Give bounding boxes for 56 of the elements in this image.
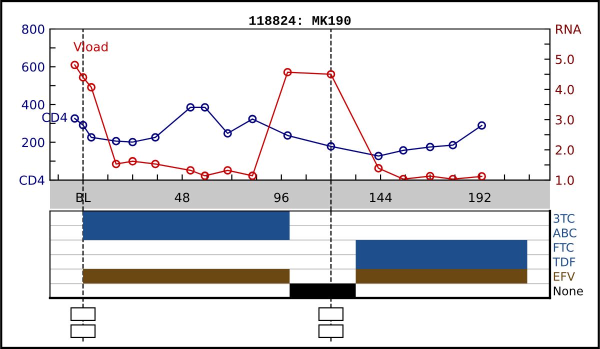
x-tick-label: BL — [76, 192, 91, 202]
y-tick-label: ABC — [552, 228, 576, 238]
x-tick-label: 48 — [174, 192, 190, 202]
point — [478, 172, 486, 180]
y-tick-label: CD4 — [20, 175, 44, 185]
point — [87, 133, 96, 142]
point — [478, 121, 486, 130]
point — [151, 133, 160, 142]
point — [283, 68, 292, 76]
point — [186, 166, 195, 175]
y-tick-label: None — [554, 286, 583, 296]
point — [70, 60, 80, 70]
point — [78, 73, 88, 82]
point — [374, 152, 383, 160]
x-tick-label: 96 — [274, 192, 289, 202]
y-tick-label: TDF — [552, 258, 576, 266]
point — [223, 129, 232, 138]
point — [283, 131, 292, 140]
point — [78, 120, 88, 130]
point — [87, 83, 96, 92]
y2-tick-label: 2.0 — [556, 145, 574, 155]
y-tick-label: FTC — [554, 242, 574, 252]
point — [112, 136, 120, 146]
x-tick-label: 192 — [469, 192, 490, 202]
point — [186, 103, 195, 112]
y-tick-label: EFV — [554, 272, 575, 281]
x-tick-label: 144 — [370, 192, 392, 202]
point — [223, 166, 232, 175]
y-tick-label: 200 — [22, 138, 44, 148]
point — [326, 70, 336, 79]
chart-title: 118824: MK190 — [249, 16, 351, 25]
point — [426, 172, 434, 180]
point — [128, 138, 137, 146]
point — [151, 160, 160, 168]
series-label: Vload — [73, 42, 108, 52]
y2-tick-label: RNA — [556, 24, 582, 34]
point — [248, 114, 257, 124]
point — [448, 140, 458, 150]
point — [200, 103, 210, 112]
point — [399, 146, 408, 155]
y2-tick-label: 3.0 — [556, 115, 574, 125]
y-tick-label: 3TC — [554, 214, 574, 223]
point — [248, 172, 257, 180]
y-tick-label: 600 — [22, 62, 44, 72]
y2-tick-label: 4.0 — [555, 84, 574, 94]
y-tick-label: 800 — [22, 24, 44, 34]
point — [70, 114, 80, 123]
point — [326, 142, 336, 151]
point — [374, 164, 383, 172]
point — [200, 172, 210, 180]
y-tick-label: 400 — [22, 100, 44, 110]
point — [112, 160, 120, 168]
y2-tick-label: 5.0 — [556, 54, 574, 64]
point — [128, 157, 137, 166]
y2-tick-label: 1.0 — [556, 175, 574, 185]
point — [426, 142, 434, 152]
